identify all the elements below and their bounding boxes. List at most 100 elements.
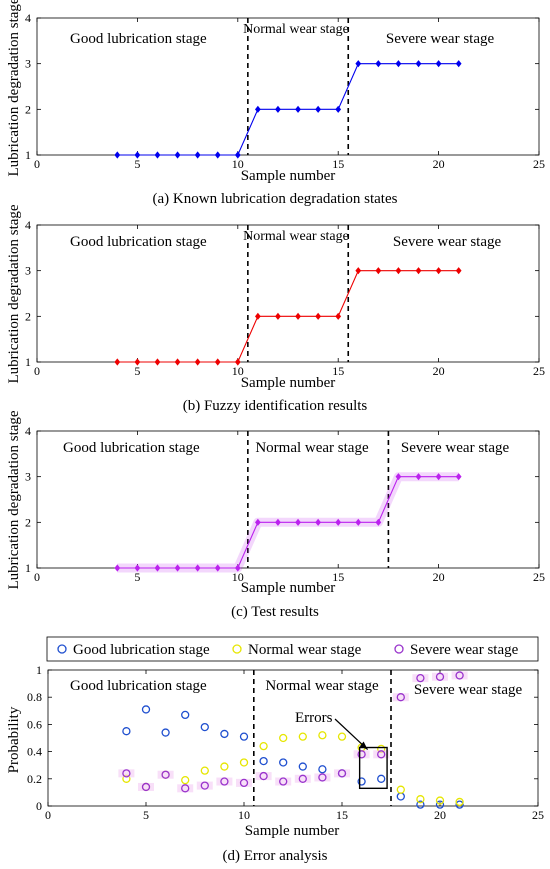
data-point (114, 151, 121, 159)
stage-label-normal: Normal wear stage (265, 678, 379, 694)
data-point (357, 777, 366, 786)
highlight-band (275, 777, 292, 786)
y-tick-label: 0.8 (27, 690, 42, 704)
data-point (174, 358, 181, 366)
data-point (377, 750, 386, 759)
highlight-band (412, 674, 429, 683)
data-point (161, 728, 170, 737)
data-point (214, 358, 221, 366)
data-point (234, 358, 241, 366)
data-point (415, 267, 422, 275)
y-tick-label: 0.6 (27, 717, 42, 731)
legend-marker-good (57, 644, 67, 654)
data-point (375, 518, 382, 526)
y-tick-label: 0.2 (27, 772, 42, 786)
data-point (435, 60, 442, 68)
highlight-band (334, 769, 350, 778)
y-tick-label: 3 (25, 57, 31, 71)
data-point (435, 800, 445, 809)
data-point (214, 151, 221, 159)
x-tick-label: 0 (34, 364, 40, 378)
x-tick-label: 15 (336, 808, 348, 822)
data-point (455, 473, 462, 481)
data-point (194, 151, 201, 159)
series-line (117, 63, 459, 156)
data-point (200, 766, 209, 775)
data-point (220, 777, 229, 786)
panel-caption: (c) Test results (231, 604, 319, 620)
x-tick-label: 15 (332, 364, 344, 378)
data-point (435, 672, 445, 681)
data-point (259, 742, 268, 751)
data-point (174, 151, 181, 159)
data-point (275, 312, 281, 320)
data-point (134, 358, 141, 366)
data-point (416, 674, 425, 683)
y-tick-label: 3 (25, 264, 31, 278)
x-tick-label: 10 (232, 364, 244, 378)
stage-label-severe: Severe wear stage (414, 682, 523, 698)
stage-label-normal: Normal wear stage (255, 440, 369, 456)
errors-box (358, 746, 388, 790)
data-point (395, 60, 402, 68)
data-point (416, 795, 425, 804)
data-point (455, 60, 462, 68)
data-point (315, 518, 321, 526)
x-tick-label: 5 (134, 157, 140, 171)
highlight-band (392, 693, 409, 702)
data-point (335, 312, 342, 320)
stage-label-normal: Normal wear stage (243, 22, 349, 37)
panel-d: Good lubrication stage Normal wear stage… (6, 663, 544, 864)
data-point (337, 732, 347, 741)
data-point (220, 729, 229, 739)
x-tick-label: 25 (533, 157, 545, 171)
y-tick-label: 1 (25, 148, 31, 162)
data-point (220, 762, 229, 771)
stage-label-good: Good lubrication stage (70, 31, 207, 47)
data-point (255, 518, 261, 526)
highlight-band (236, 778, 252, 787)
data-point (255, 105, 261, 113)
panel-caption: (d) Error analysis (223, 848, 328, 864)
x-tick-label: 20 (433, 157, 445, 171)
data-point (279, 758, 288, 767)
errors-arrow-head (359, 741, 368, 750)
y-tick-label: 1 (36, 663, 42, 677)
data-point (415, 473, 422, 481)
y-axis-label: Lubrication degradation stage (6, 410, 22, 589)
x-tick-label: 20 (433, 364, 445, 378)
data-point (335, 105, 342, 113)
stage-label-normal: Normal wear stage (243, 229, 349, 244)
data-point (239, 732, 249, 741)
data-point (234, 151, 241, 159)
x-tick-label: 5 (134, 364, 140, 378)
highlight-band (138, 782, 154, 791)
y-tick-label: 1 (25, 561, 31, 575)
errors-annotation: Errors (295, 710, 333, 726)
data-point (455, 671, 464, 680)
y-tick-label: 4 (25, 218, 31, 232)
stage-label-severe: Severe wear stage (386, 31, 495, 47)
y-axis-label: Lubrication degradation stage (6, 204, 22, 383)
highlight-band (314, 773, 331, 782)
stage-label-good: Good lubrication stage (70, 678, 207, 694)
data-point (134, 151, 141, 159)
data-point (239, 758, 249, 767)
stage-label-severe: Severe wear stage (393, 234, 502, 250)
data-point (395, 267, 402, 275)
y-tick-label: 3 (25, 470, 31, 484)
data-point (455, 797, 464, 807)
data-point (114, 358, 121, 366)
stage-label-good: Good lubrication stage (70, 234, 207, 250)
data-point (154, 564, 161, 572)
legend-label-normal: Normal wear stage (248, 642, 362, 658)
x-axis-label: Sample number (245, 823, 340, 839)
x-tick-label: 10 (238, 808, 250, 822)
x-tick-label: 20 (434, 808, 446, 822)
panel-a: Good lubrication stage Normal wear stage… (6, 0, 545, 207)
data-point (375, 267, 382, 275)
data-point (122, 727, 131, 736)
data-point (181, 784, 190, 793)
data-point (279, 733, 288, 743)
